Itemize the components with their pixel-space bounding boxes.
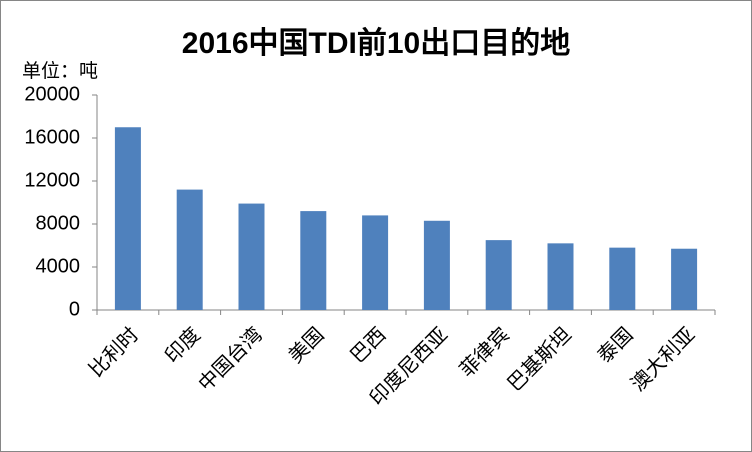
y-tick-label: 20000 [24,83,80,105]
bar [423,220,450,310]
chart-title: 2016中国TDI前10出口目的地 [182,27,570,60]
bar [485,240,512,310]
bar [362,215,389,310]
y-axis-label: 单位：吨 [22,60,98,82]
y-tick-label: 16000 [24,126,80,148]
bar [547,243,574,310]
y-tick-label: 4000 [36,255,81,277]
y-tick-label: 8000 [36,212,81,234]
y-tick-label: 0 [69,298,80,320]
bar [609,247,636,310]
bar [176,189,203,310]
bar [114,127,141,310]
bar [238,203,265,310]
bar [671,248,698,310]
bar [300,211,327,310]
y-tick-label: 12000 [24,169,80,191]
